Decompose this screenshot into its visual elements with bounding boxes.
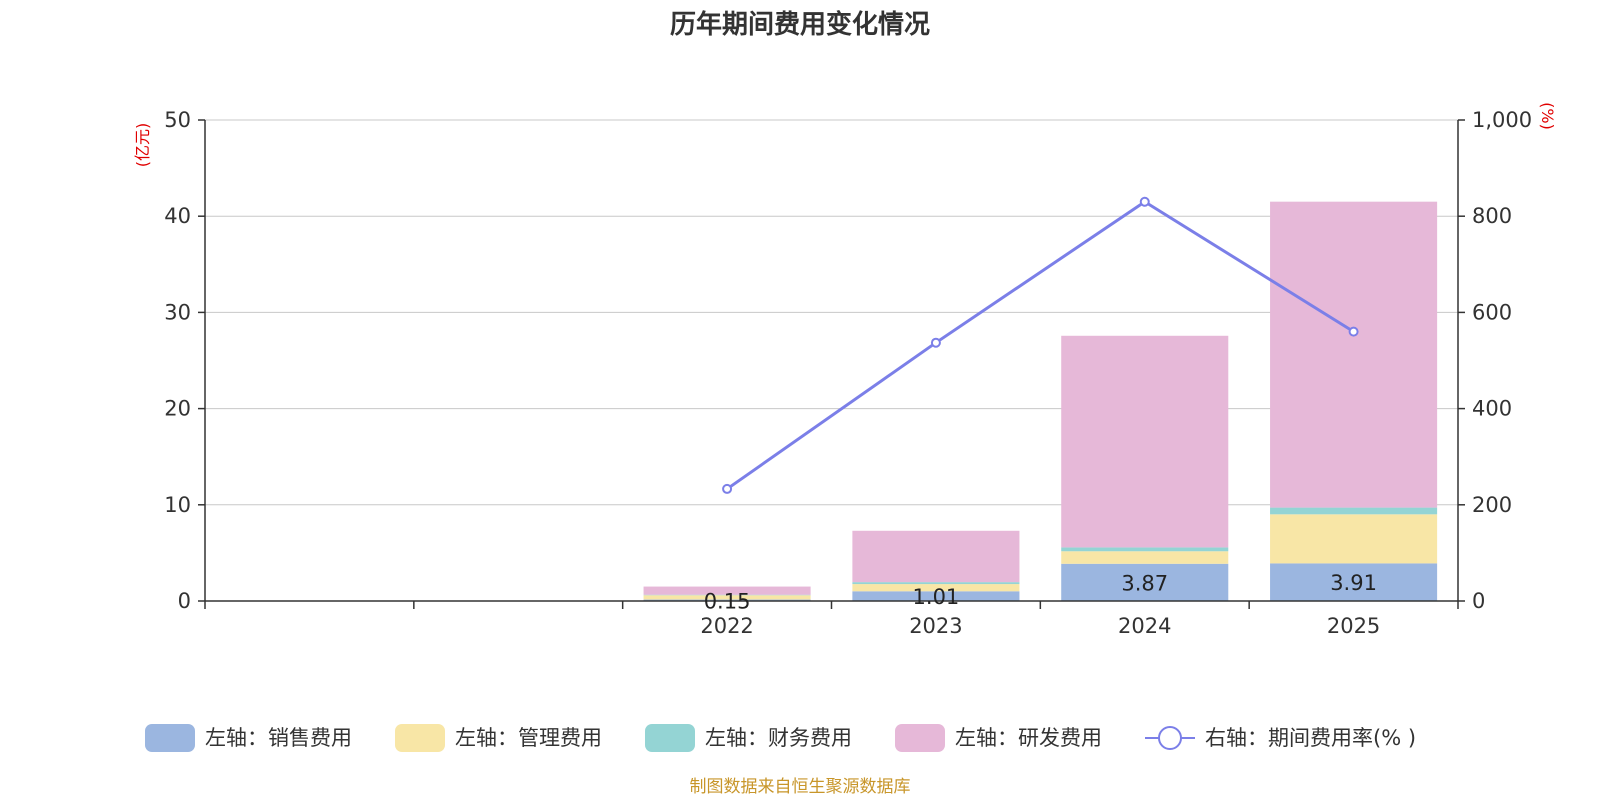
legend: 左轴：销售费用 左轴：管理费用 左轴：财务费用 左轴：研发费用 右轴：期间费用率(% ) [145,724,1416,752]
ratio-line-path [726,199,1355,491]
ratio-line-point [722,483,733,494]
right-axis-tick-label: 400 [1472,397,1512,421]
bar-segment-2 [1061,551,1229,564]
legend-swatch [145,724,195,752]
bar-segment-1 [1270,563,1438,601]
x-axis-tick-label: 2025 [1327,614,1380,638]
data-label: 0.15 [704,589,751,613]
left-axis-tick-label: 10 [164,493,191,517]
bar-segment-3 [1061,547,1229,552]
legend-marker [1158,726,1182,750]
left-axis-tick-label: 20 [164,397,191,421]
legend-swatch [895,724,945,752]
bar-segment-4 [1270,201,1438,508]
left-axis-tick-label: 0 [178,589,191,613]
bar-segment-2 [1270,514,1438,564]
bar-segment-4 [1061,335,1229,548]
gridlines [205,119,1458,506]
bar-segment-2 [852,584,1020,592]
left-axis-tick-label: 50 [164,108,191,132]
right-axis-tick-label: 1,000 [1472,108,1532,132]
right-axis-tick-label: 800 [1472,204,1512,228]
bar-segment-3 [1270,507,1438,515]
right-axis-tick-label: 0 [1472,589,1485,613]
bar-segment-3 [852,582,1020,585]
bar-stacks [643,201,1438,601]
legend-label: 右轴：期间费用率(% ) [1205,726,1416,750]
right-axis-tick-label: 200 [1472,493,1512,517]
bar-segment-2 [643,595,811,600]
legend-swatch [395,724,445,752]
ratio-line [722,196,1359,494]
bar-segment-4 [852,530,1020,583]
right-axis-unit: (%) [1538,102,1557,130]
right-axis-tick-label: 600 [1472,300,1512,324]
x-axis-tick-label: 2022 [700,614,753,638]
data-label: 1.01 [913,585,960,609]
x-axis-tick-label: 2023 [909,614,962,638]
data-label: 3.87 [1121,571,1168,595]
data-label: 3.91 [1330,571,1377,595]
ratio-line-point [1139,196,1150,207]
ratio-line-point [1348,326,1359,337]
legend-label: 左轴：销售费用 [205,726,352,750]
data-labels: 0.15 1.01 3.87 3.91 [704,571,1377,613]
legend-swatch [645,724,695,752]
bar-segment-1 [1061,563,1229,601]
ratio-line-point [930,337,941,348]
axes: 0 0 10 200 20 400 30 600 40 800 50 1,000 2022 2023 202… [164,108,1532,638]
left-axis-tick-label: 40 [164,204,191,228]
chart-title: 历年期间费用变化情况 [670,9,930,40]
bar-segment-4 [643,586,811,595]
source-note: 制图数据来自恒生聚源数据库 [690,777,911,797]
legend-label: 左轴：研发费用 [955,726,1102,750]
left-axis-tick-label: 30 [164,300,191,324]
x-axis-tick-label: 2024 [1118,614,1171,638]
left-axis-unit: (亿元) [133,123,152,168]
legend-label: 左轴：管理费用 [455,726,602,750]
bar-segment-1 [852,591,1020,601]
legend-label: 左轴：财务费用 [705,726,852,750]
